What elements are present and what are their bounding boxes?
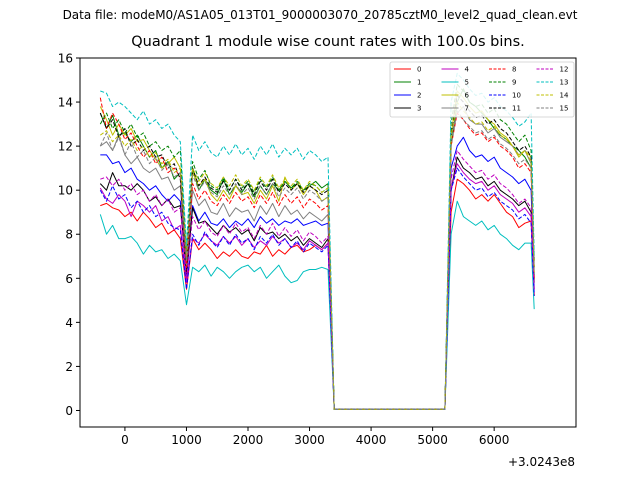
series-line-13 [100,72,535,410]
legend-label-8: 8 [512,66,516,74]
legend-label-14: 14 [560,92,569,100]
x-tick-label: 2000 [233,433,264,447]
y-tick-label: 16 [58,52,73,66]
y-tick-label: 4 [65,316,73,330]
y-tick-label: 14 [58,96,73,110]
series-line-5 [99,200,535,410]
y-tick-label: 2 [65,360,73,374]
x-tick-label: 4000 [356,433,387,447]
series-line-12 [100,150,535,410]
series-line-7 [100,106,535,410]
legend-label-12: 12 [560,66,569,74]
series-line-6 [99,90,535,410]
figure-suptitle: Data file: modeM0/AS1A05_013T01_90000030… [62,8,578,22]
series-line-15 [99,110,535,410]
series-line-4 [99,163,535,410]
series-line-8 [99,97,535,410]
series-line-11 [99,95,535,410]
y-tick-label: 6 [65,272,73,286]
x-tick-label: 5000 [417,433,448,447]
legend-label-1: 1 [417,79,421,87]
series-line-2 [100,136,535,410]
axes-frame [79,57,577,428]
x-tick-label: 0 [121,433,129,447]
y-tick-label: 12 [58,140,73,154]
legend-label-6: 6 [465,92,470,100]
legend-label-11: 11 [512,105,521,113]
series-line-0 [100,178,535,410]
legend-label-3: 3 [417,105,421,113]
legend-label-9: 9 [512,79,516,87]
chart-title: Quadrant 1 module wise count rates with … [131,34,525,50]
legend-label-10: 10 [512,92,521,100]
x-tick-label: 6000 [479,433,510,447]
y-axis: 0 2 4 6 8 10 12 14 16 [58,52,80,418]
legend-label-5: 5 [465,79,469,87]
x-offset-label: +3.0243e8 [508,455,575,469]
series-line-10 [99,167,535,410]
legend-label-7: 7 [465,105,469,113]
legend-box [389,61,575,118]
series-line-14 [100,101,535,410]
x-tick-label: 3000 [294,433,325,447]
x-tick-label: 1000 [171,433,202,447]
legend-label-0: 0 [417,66,421,74]
x-axis: 0 1000 2000 3000 4000 5000 6000 [121,427,509,447]
y-tick-label: 0 [65,404,73,418]
y-tick-label: 10 [58,184,73,198]
legend-label-15: 15 [560,105,569,113]
series-line-3 [99,156,535,410]
series-layer [99,72,535,410]
legend-label-4: 4 [465,66,470,74]
y-tick-label: 8 [65,228,73,242]
legend-label-2: 2 [417,92,421,100]
legend-label-13: 13 [560,79,569,87]
